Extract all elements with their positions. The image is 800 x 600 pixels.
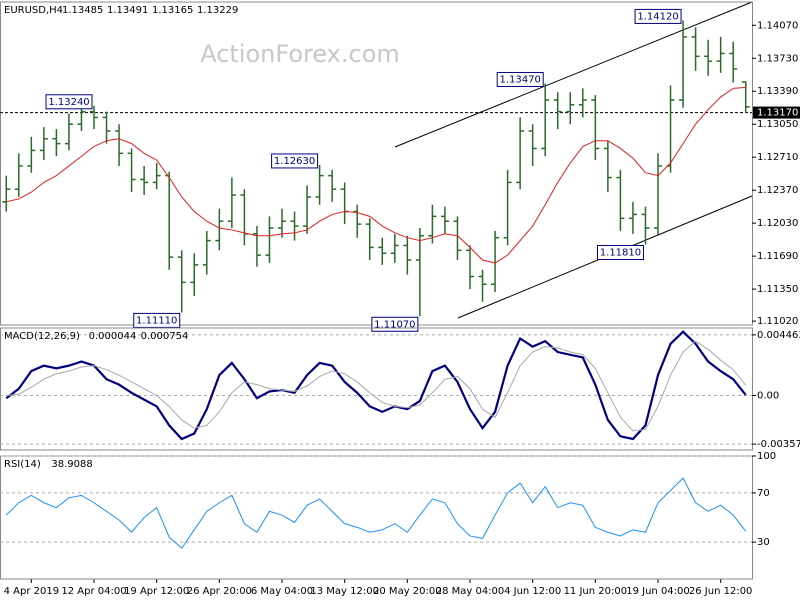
y-tick-label: 0.00: [757, 391, 779, 402]
y-tick-label: 1.14070: [757, 20, 798, 31]
moving-average: [6, 86, 746, 264]
price-label: 1.11110: [136, 315, 177, 326]
indicator-line: [6, 340, 747, 432]
x-tick-label: 11 Jun 20:00: [564, 586, 628, 597]
panel-title: MACD(12,26,9): [4, 331, 80, 342]
panel-frame: [0, 327, 753, 451]
x-tick-label: 19 Jun 04:00: [626, 586, 690, 597]
current-price-label: 1.13170: [757, 108, 798, 119]
price-label: 1.12630: [274, 156, 315, 167]
y-tick-label: 1.12370: [757, 185, 798, 196]
x-tick-label: 4 Apr 2019: [4, 586, 59, 597]
watermark: ActionForex.com: [200, 40, 400, 68]
price-label: 1.13240: [48, 97, 89, 108]
price-label: 1.11810: [600, 247, 641, 258]
y-tick-label: 1.11020: [757, 316, 798, 327]
y-tick-label: 1.11690: [757, 251, 798, 262]
y-tick-label: 1.13390: [757, 86, 798, 97]
x-tick-label: 6 May 04:00: [251, 586, 313, 597]
panel-value: 0.000754: [141, 331, 189, 342]
quote-value: 1.13165: [152, 5, 193, 16]
quote-value: 1.13491: [107, 5, 148, 16]
x-tick-label: 20 May 20:00: [373, 586, 442, 597]
channel-line: [394, 1, 753, 148]
indicator-line: [5, 330, 747, 441]
price-label: 1.14120: [637, 11, 678, 22]
x-tick-label: 26 Jun 12:00: [689, 586, 753, 597]
indicator-line: [5, 477, 747, 550]
price-label-box: [596, 244, 644, 260]
panel-value: 0.000044: [89, 331, 137, 342]
price-label-box: [271, 153, 319, 169]
panel-frame: [0, 455, 753, 580]
y-tick-label: 100: [757, 451, 776, 462]
y-tick-label: 1.13730: [757, 53, 798, 64]
y-tick-label: -0.003576: [757, 439, 800, 450]
quote-value: 1.13485: [62, 5, 103, 16]
x-tick-label: 4 Jun 12:00: [504, 586, 561, 597]
symbol: EURUSD,H4: [4, 5, 63, 16]
x-tick-label: 19 Apr 12:00: [124, 586, 189, 597]
y-tick-label: 0.004463: [757, 330, 800, 341]
x-tick-label: 26 Apr 20:00: [187, 586, 252, 597]
price-label-box: [45, 94, 93, 110]
x-tick-label: 12 Apr 04:00: [61, 586, 126, 597]
y-tick-label: 1.11350: [757, 284, 798, 295]
price-label-box: [133, 312, 181, 328]
x-tick-label: 28 May 04:00: [436, 586, 505, 597]
y-tick-label: 1.12030: [757, 218, 798, 229]
current-price-box: [753, 106, 800, 119]
y-tick-label: 30: [757, 537, 770, 548]
panel-title: RSI(14): [4, 459, 41, 470]
y-tick-label: 1.12710: [757, 152, 798, 163]
price-label-box: [634, 8, 682, 24]
price-label-box: [496, 71, 544, 87]
y-tick-label: 70: [757, 488, 770, 499]
quote-value: 1.13229: [197, 5, 238, 16]
price-label: 1.11070: [374, 319, 415, 330]
price-label: 1.13470: [500, 74, 541, 85]
x-tick-label: 13 May 12:00: [310, 586, 379, 597]
panel-value: 38.9088: [51, 459, 92, 470]
y-tick-label: 1.13050: [757, 119, 798, 130]
